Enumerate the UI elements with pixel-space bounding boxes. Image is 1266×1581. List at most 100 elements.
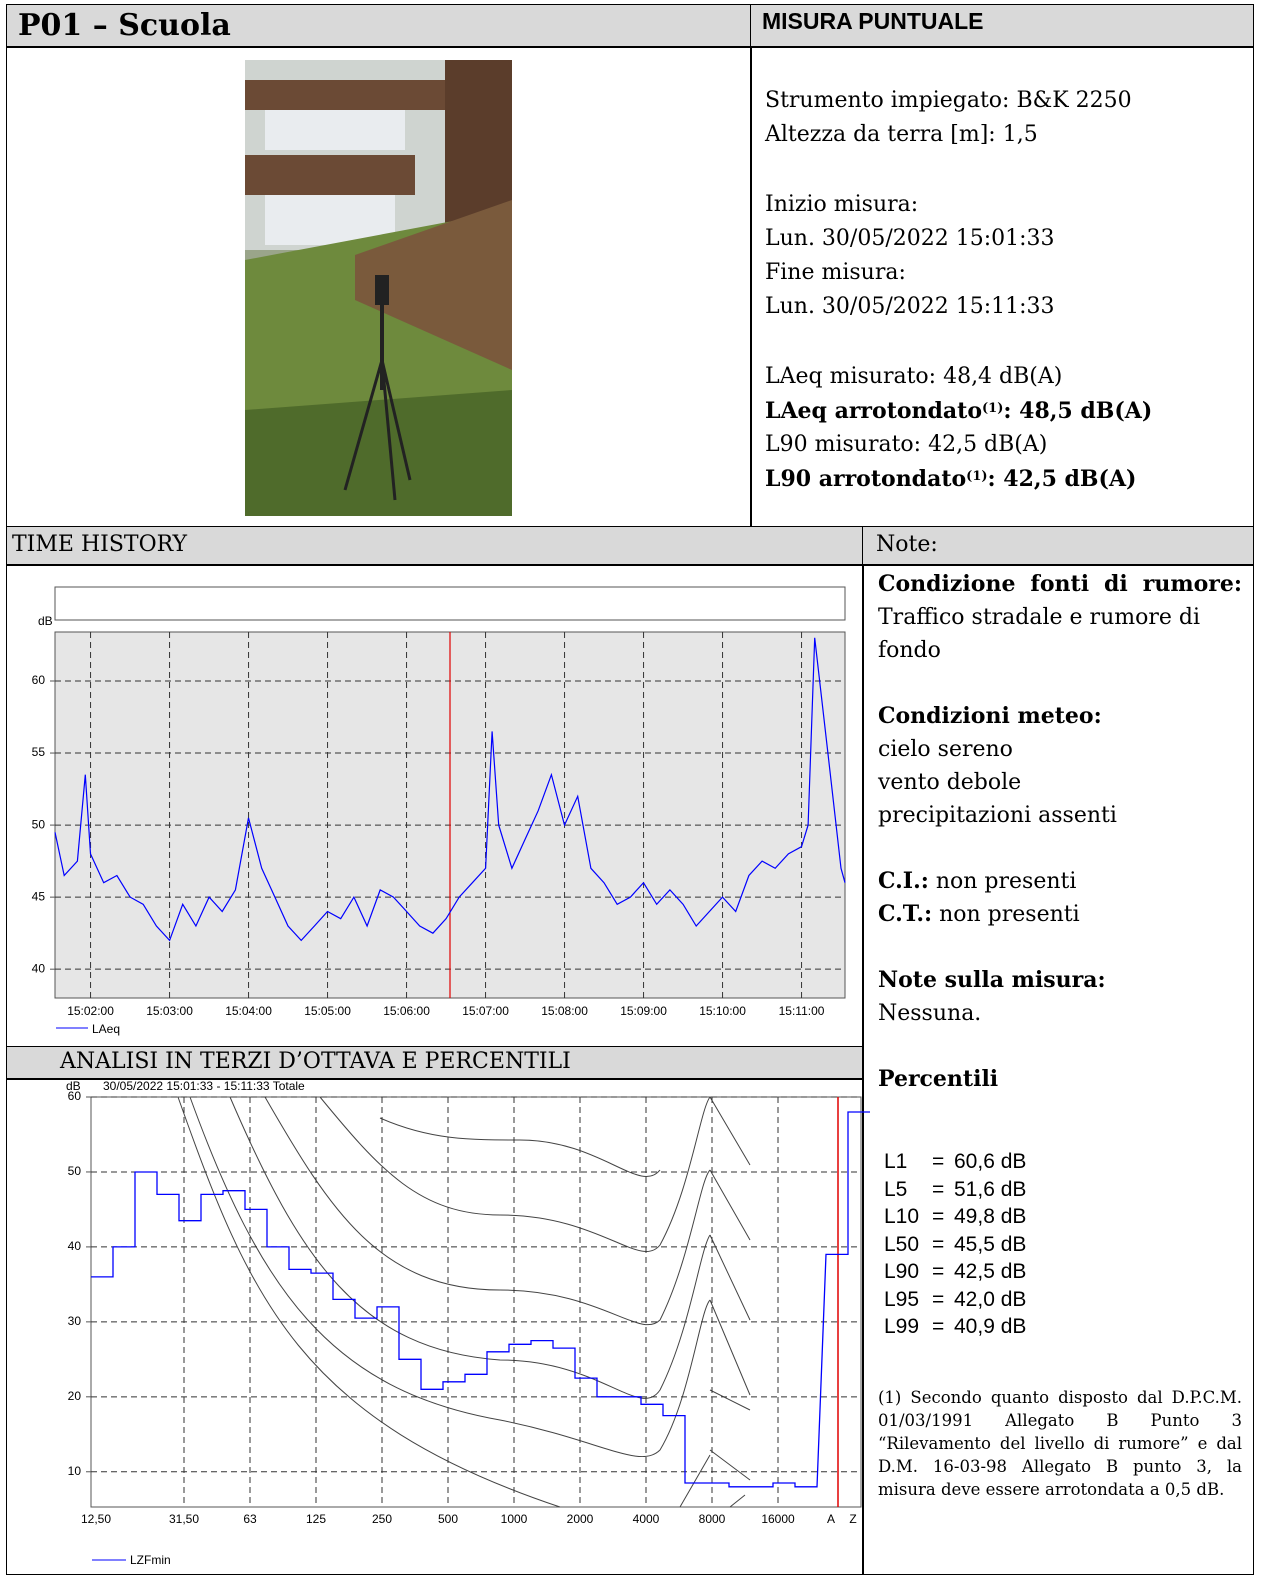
- footnote-ref: (1): [966, 469, 988, 484]
- percentile-value: 45,5 dB: [954, 1232, 1027, 1256]
- section-cell: [6, 1046, 864, 1080]
- section-title: Note:: [876, 532, 938, 557]
- x-tick-label: 15:02:00: [67, 1004, 114, 1018]
- percentile-row: L50 = 45,5 dB: [884, 1231, 1026, 1259]
- percentile-value: 51,6 dB: [954, 1177, 1027, 1201]
- info-line: Strumento impiegato: B&K 2250: [765, 88, 1132, 113]
- label: C.T.:: [878, 901, 933, 927]
- legend-label: LAeq: [92, 1022, 120, 1036]
- x-tick-label: 15:05:00: [304, 1004, 351, 1018]
- value: : 48,5 dB(A): [1003, 398, 1153, 424]
- percentile-name: L50: [884, 1232, 920, 1256]
- notes-text: cielo sereno: [878, 737, 1013, 762]
- separator: =: [932, 1287, 945, 1311]
- separator: =: [932, 1150, 945, 1173]
- percentile-row: L90 = 42,5 dB: [884, 1258, 1026, 1286]
- separator: =: [932, 1315, 945, 1338]
- info-line: Inizio misura:: [765, 192, 919, 217]
- notes-text: precipitazioni assenti: [878, 803, 1117, 828]
- x-tick-label: 12,50: [81, 1512, 111, 1526]
- info-line: Lun. 30/05/2022 15:11:33: [765, 294, 1055, 319]
- value: : 42,5 dB(A): [987, 466, 1137, 492]
- plot-area: [90, 1096, 862, 1508]
- chart-header-box: [54, 586, 846, 621]
- section-cell: [862, 526, 1254, 566]
- y-axis-label: dB: [38, 614, 53, 628]
- x-tick-label: 250: [372, 1512, 392, 1526]
- y-axis-label: dB: [66, 1079, 81, 1093]
- step-line: [91, 1111, 870, 1488]
- x-tick-label: 125: [306, 1512, 326, 1526]
- x-tick-label: 4000: [633, 1512, 660, 1526]
- x-tick-label: 15:10:00: [699, 1004, 746, 1018]
- y-tick-label: 40: [32, 961, 46, 975]
- x-tick-label: 31,50: [169, 1512, 199, 1526]
- percentile-name: L5: [884, 1177, 908, 1201]
- x-tick-label: 16000: [761, 1512, 795, 1526]
- percentile-name: L99: [884, 1315, 920, 1338]
- separator: =: [932, 1177, 945, 1201]
- y-tick-label: 55: [32, 745, 46, 759]
- separator: =: [932, 1260, 945, 1283]
- x-tick-label: 15:04:00: [225, 1004, 272, 1018]
- notes-text: C.T.: non presenti: [878, 898, 1242, 931]
- x-tick-label: 2000: [567, 1512, 594, 1526]
- separator: =: [932, 1232, 945, 1256]
- percentile-row: L95 = 42,0 dB: [884, 1286, 1026, 1314]
- y-tick-label: 40: [68, 1239, 82, 1253]
- percentile-value: 42,0 dB: [954, 1287, 1027, 1311]
- info-line: L90 arrotondato(1): 42,5 dB(A): [765, 466, 1136, 492]
- percentile-row: L10 = 49,8 dB: [884, 1203, 1026, 1231]
- chart-cell: [6, 1078, 864, 1575]
- label: LAeq arrotondato: [765, 398, 982, 424]
- x-tick-label: 8000: [699, 1512, 726, 1526]
- notes-text: vento debole: [878, 770, 1022, 795]
- percentile-value: 60,6 dB: [954, 1150, 1027, 1173]
- site-photo: [245, 60, 512, 516]
- x-tick-label: 15:08:00: [541, 1004, 588, 1018]
- info-line: Lun. 30/05/2022 15:01:33: [765, 226, 1055, 251]
- footnote: (1) Secondo quanto disposto dal D.P.C.M.…: [878, 1388, 1242, 1499]
- x-tick-label: 15:06:00: [383, 1004, 430, 1018]
- info-line: LAeq misurato: 48,4 dB(A): [765, 364, 1063, 389]
- x-tick-label: Z: [849, 1512, 856, 1526]
- info-line: LAeq arrotondato(1): 48,5 dB(A): [765, 398, 1152, 424]
- y-tick-label: 10: [68, 1464, 82, 1478]
- x-tick-label: 500: [438, 1512, 458, 1526]
- value: non presenti: [939, 902, 1080, 927]
- y-tick-label: 50: [68, 1164, 82, 1178]
- percentile-name: L95: [884, 1287, 920, 1311]
- percentile-row: L5 = 51,6 dB: [884, 1176, 1026, 1204]
- notes-heading: Note sulla misura:: [878, 967, 1106, 993]
- notes-cell: [862, 564, 1254, 1575]
- notes-text: Nessuna.: [878, 1001, 982, 1026]
- notes-heading: Condizione fonti di rumore:: [878, 571, 1242, 597]
- header-cell: [6, 4, 752, 48]
- x-tick-label: A: [827, 1512, 835, 1526]
- x-tick-label: 15:09:00: [620, 1004, 667, 1018]
- percentile-name: L10: [884, 1205, 920, 1228]
- notes-heading: Percentili: [878, 1066, 999, 1092]
- percentile-name: L90: [884, 1260, 920, 1283]
- chart-subtitle: 30/05/2022 15:01:33 - 15:11:33 Totale: [103, 1079, 305, 1093]
- y-tick-label: 20: [68, 1389, 82, 1403]
- y-tick-label: 30: [68, 1314, 82, 1328]
- header-cell: [750, 4, 1254, 48]
- percentile-row: L99 = 40,9 dB: [884, 1313, 1026, 1341]
- x-tick-label: 15:11:00: [779, 1004, 825, 1018]
- percentiles: L1 = 60,6 dB L5 = 51,6 dB L10 = 49,8 dB L50 = 45,5 …: [884, 1148, 1026, 1341]
- y-tick-label: 50: [32, 817, 46, 831]
- notes-heading: Condizioni meteo:: [878, 703, 1102, 729]
- loudness-contours: [177, 1096, 751, 1508]
- value: non presenti: [935, 869, 1077, 894]
- section-title: ANALISI IN TERZI D’OTTAVA E PERCENTILI: [60, 1049, 571, 1074]
- title: P01 – Scuola: [18, 8, 231, 43]
- notes: Condizione fonti di rumore: . Traffico s…: [878, 568, 1242, 1096]
- info-line: Altezza da terra [m]: 1,5: [765, 122, 1038, 147]
- separator: =: [932, 1205, 945, 1228]
- y-tick-label: 60: [68, 1089, 82, 1103]
- label: C.I.:: [878, 868, 929, 894]
- y-tick-label: 60: [32, 673, 46, 687]
- percentile-row: L1 = 60,6 dB: [884, 1148, 1026, 1176]
- percentile-value: 49,8 dB: [954, 1205, 1027, 1228]
